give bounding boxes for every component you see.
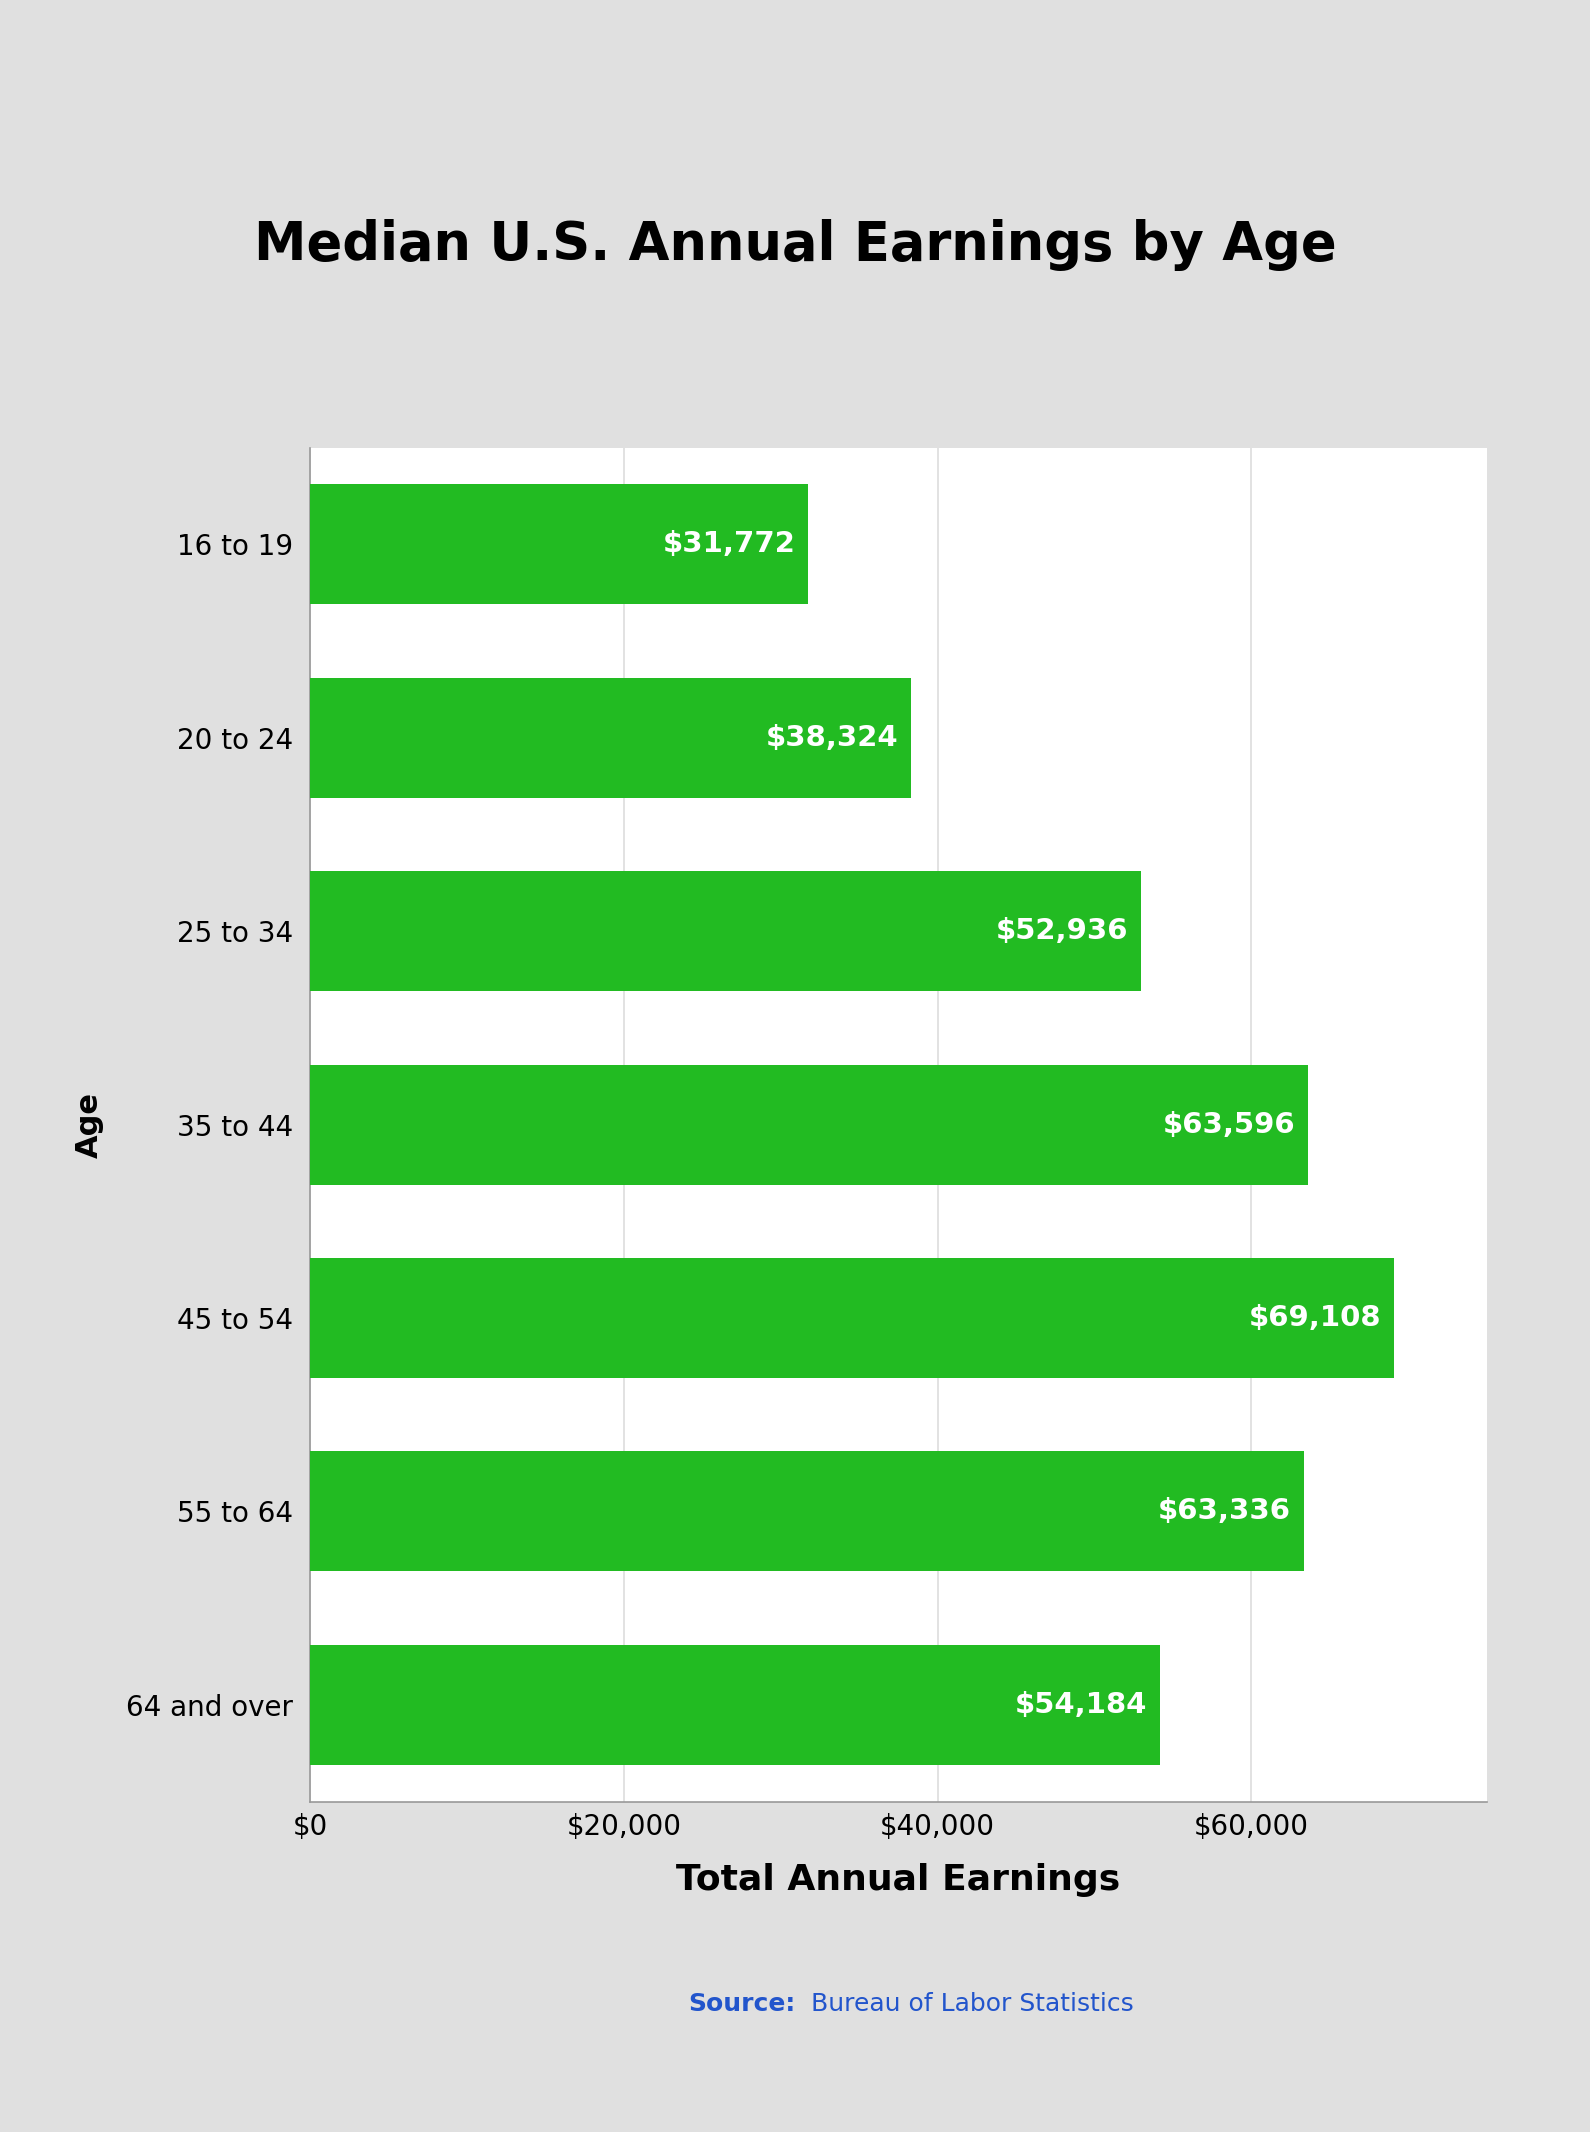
Text: $63,596: $63,596	[1162, 1111, 1296, 1138]
Bar	[310, 1064, 1307, 1185]
Bar	[310, 678, 911, 797]
Bar	[310, 1258, 1394, 1377]
Text: Median U.S. Annual Earnings by Age: Median U.S. Annual Earnings by Age	[254, 220, 1336, 271]
Text: $52,936: $52,936	[995, 917, 1127, 944]
Text: $54,184: $54,184	[1014, 1691, 1148, 1718]
Y-axis label: Age: Age	[75, 1092, 105, 1158]
Text: $31,772: $31,772	[663, 531, 797, 559]
Text: $38,324: $38,324	[766, 725, 898, 753]
Text: $63,336: $63,336	[1158, 1497, 1291, 1524]
Bar	[310, 1646, 1161, 1765]
Text: $69,108: $69,108	[1250, 1305, 1382, 1332]
Bar	[310, 484, 808, 603]
Text: Source:: Source:	[688, 1991, 795, 2017]
Bar	[310, 872, 1140, 991]
Text: Bureau of Labor Statistics: Bureau of Labor Statistics	[803, 1991, 1134, 2017]
Text: Total Annual Earnings: Total Annual Earnings	[676, 1863, 1121, 1897]
Bar	[310, 1452, 1304, 1571]
